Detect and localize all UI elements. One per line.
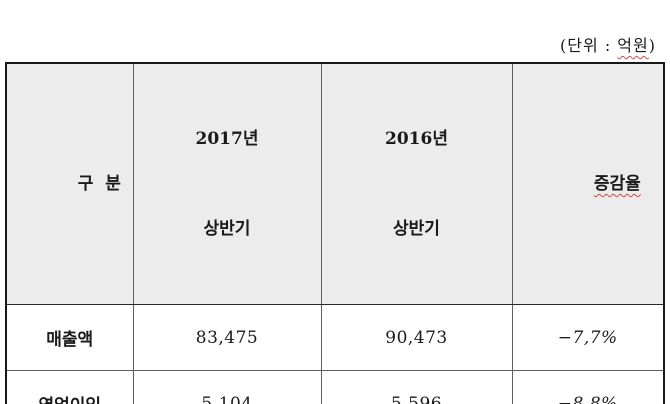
revenue-2016-value: 90,473 xyxy=(320,304,513,371)
header-2016-line2: 상반기 xyxy=(393,219,440,239)
operating-profit-change-value: −8,8% xyxy=(511,370,665,404)
unit-note-prefix: (단위 : xyxy=(560,36,618,55)
revenue-change-value: −7,7% xyxy=(511,304,665,371)
header-change-label: 증감율 xyxy=(593,174,641,194)
row-label-operating-profit: 영업이익 xyxy=(5,370,134,404)
unit-note-unit: 억원 xyxy=(617,36,649,55)
header-2017-line2: 상반기 xyxy=(203,219,251,239)
unit-note: (단위 : 억원) xyxy=(536,13,656,75)
header-2017-line1: 2017년 xyxy=(195,129,259,149)
operating-profit-2017-value: 5,104 xyxy=(132,370,322,404)
operating-profit-2016-value: 5,596 xyxy=(320,370,513,404)
table-row-operating-profit: 영업이익 5,104 5,596 −8,8% xyxy=(5,370,665,404)
header-cell-2016: 2016년 상반기 xyxy=(320,62,513,305)
header-cell-2017: 2017년 상반기 xyxy=(132,62,322,305)
row-label-revenue: 매출액 xyxy=(5,304,134,371)
financial-results-table: 구 분 2017년 상반기 2016년 상반기 증감율 매출액 83,475 9… xyxy=(5,62,665,404)
table-row-revenue: 매출액 83,475 90,473 −7,7% xyxy=(5,304,665,371)
revenue-2017-value: 83,475 xyxy=(132,304,322,371)
header-2016-line1: 2016년 xyxy=(385,129,448,149)
table-header-row: 구 분 2017년 상반기 2016년 상반기 증감율 xyxy=(5,62,665,305)
unit-note-suffix: ) xyxy=(648,36,656,55)
header-category-label: 구 분 xyxy=(77,174,121,194)
header-cell-category: 구 분 xyxy=(5,62,134,305)
header-cell-change: 증감율 xyxy=(511,62,665,305)
